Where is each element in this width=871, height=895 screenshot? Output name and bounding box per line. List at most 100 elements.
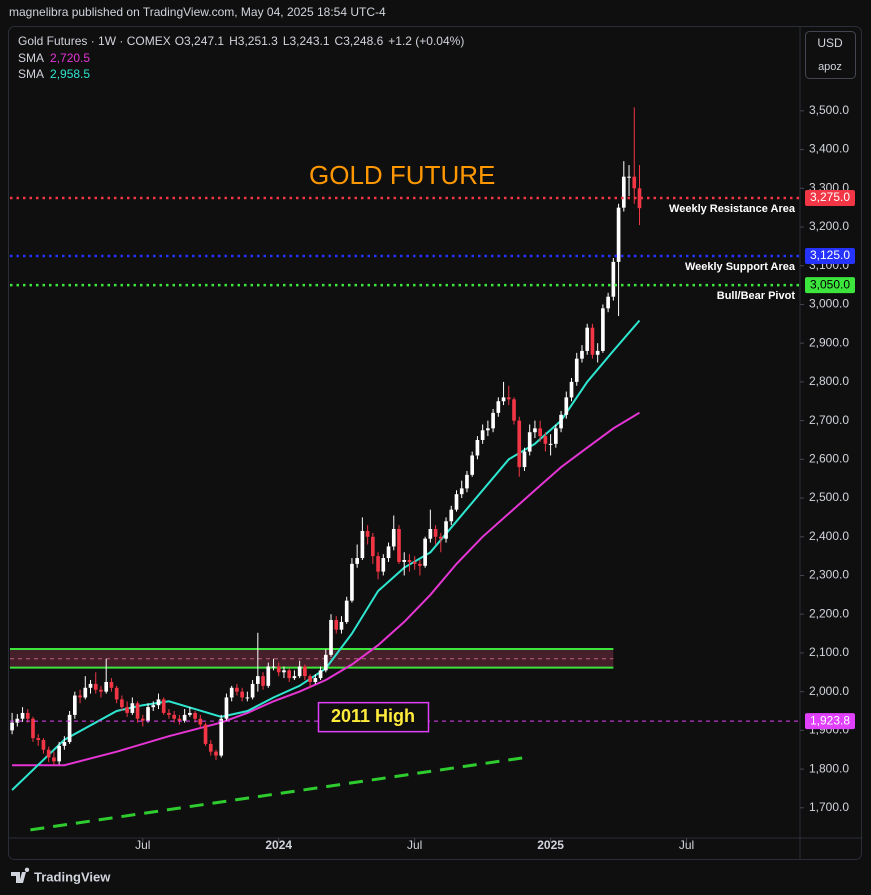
sma-line [12,411,641,767]
y-tick-label: 2,300.0 [809,568,849,582]
candle-body [198,718,203,725]
candle-body [78,695,82,698]
plot-area [10,107,804,842]
y-tick-label: 2,200.0 [809,606,849,620]
candle-body [444,521,448,539]
candle-body [182,714,187,721]
footer-brand: TradingView [34,869,111,884]
candle-body [559,414,563,429]
y-tick-label: 3,200.0 [809,219,849,233]
change: +1.2 (+0.04%) [388,34,464,48]
level-text: 2011 High [331,706,415,726]
candle-body [433,529,438,537]
candle-body [543,436,548,444]
y-tick-label: 3,500.0 [809,103,849,117]
candle-body [255,676,260,684]
candle-body [308,676,312,682]
candle-body [428,529,433,539]
currency-button[interactable] [805,31,856,79]
candle-body [245,697,250,699]
y-tick-label: 2,700.0 [809,413,849,427]
candle-body [397,529,401,562]
candle-body [585,327,590,351]
candle-body [527,432,532,452]
candle-body [266,666,271,686]
chart-frame [8,26,862,860]
candle-body [611,261,616,297]
candle-body [41,740,46,750]
y-tick-label: 2,100.0 [809,645,849,659]
symbol: Gold Futures · 1W · COMEX [18,34,171,48]
candle-body [512,399,516,421]
candle-body [240,691,244,698]
candle-body [151,705,156,708]
candle-body [418,563,422,566]
candle-body [303,666,307,677]
candle-body [329,620,333,655]
y-tick-label: 1,800.0 [809,761,849,775]
candle-body [616,207,621,262]
candle-body [130,703,135,713]
logo-mark [11,867,30,883]
ohlc-key: O [175,34,184,48]
candle-body [371,536,375,557]
level-text: Weekly Support Area [685,261,796,273]
candle-body [606,296,610,309]
candle-body [15,718,20,723]
level-text: Bull/Bear Pivot [717,290,796,302]
candle-body [496,401,501,413]
candle-body [20,712,25,719]
candle-body [334,620,339,630]
candle-body [287,670,292,679]
ohlc-value: 3,248.6 [343,34,383,48]
candle-body [125,707,129,713]
currency-label: USD [817,36,843,50]
sma-legend: SMA 2,958.5 [18,67,90,81]
candle-body [386,546,391,559]
candle-body [57,745,61,762]
candle-body [73,695,77,715]
ohlc-value: 3,251.3 [238,34,278,48]
ohlc-key: L [283,34,290,48]
candle-body [229,687,234,698]
candle-body [486,428,490,431]
candle-body [140,718,145,721]
price-label: 3,050.0 [810,277,850,291]
candle-body [454,494,459,510]
candle-body [323,654,328,671]
candle-body [475,439,480,456]
ohlc-key: H [229,34,238,48]
sma-value: 2,720.5 [50,51,90,65]
candle-body [506,397,511,400]
candle-body [188,712,192,715]
candle-body [423,538,427,566]
candle-body [470,455,475,475]
level-text-box [317,701,430,733]
y-tick-label: 2,000.0 [809,684,849,698]
candle-body [491,412,495,429]
candle-body [282,670,286,673]
price-label-box [805,189,855,206]
candle-body [31,718,35,739]
ohlc-value: 3,247.1 [184,34,224,48]
price-label: 3,125.0 [810,248,850,262]
y-tick-label: 3,000.0 [809,297,849,311]
candle-body [271,666,276,668]
y-tick-label: 3,400.0 [809,142,849,156]
candle-body [313,678,318,682]
y-tick-label: 2,800.0 [809,374,849,388]
candle-body [276,666,281,673]
candle-body [219,718,224,756]
candle-body [88,683,93,688]
y-tick-label: 1,700.0 [809,800,849,814]
candle-body [109,681,114,688]
candle-body [381,558,386,572]
candle-body [533,428,537,433]
candle-body [214,751,218,756]
candle-body [62,741,67,746]
candle-body [449,509,454,522]
candle-body [637,188,642,209]
candle-body [250,683,255,698]
y-tick-label: 2,400.0 [809,529,849,543]
